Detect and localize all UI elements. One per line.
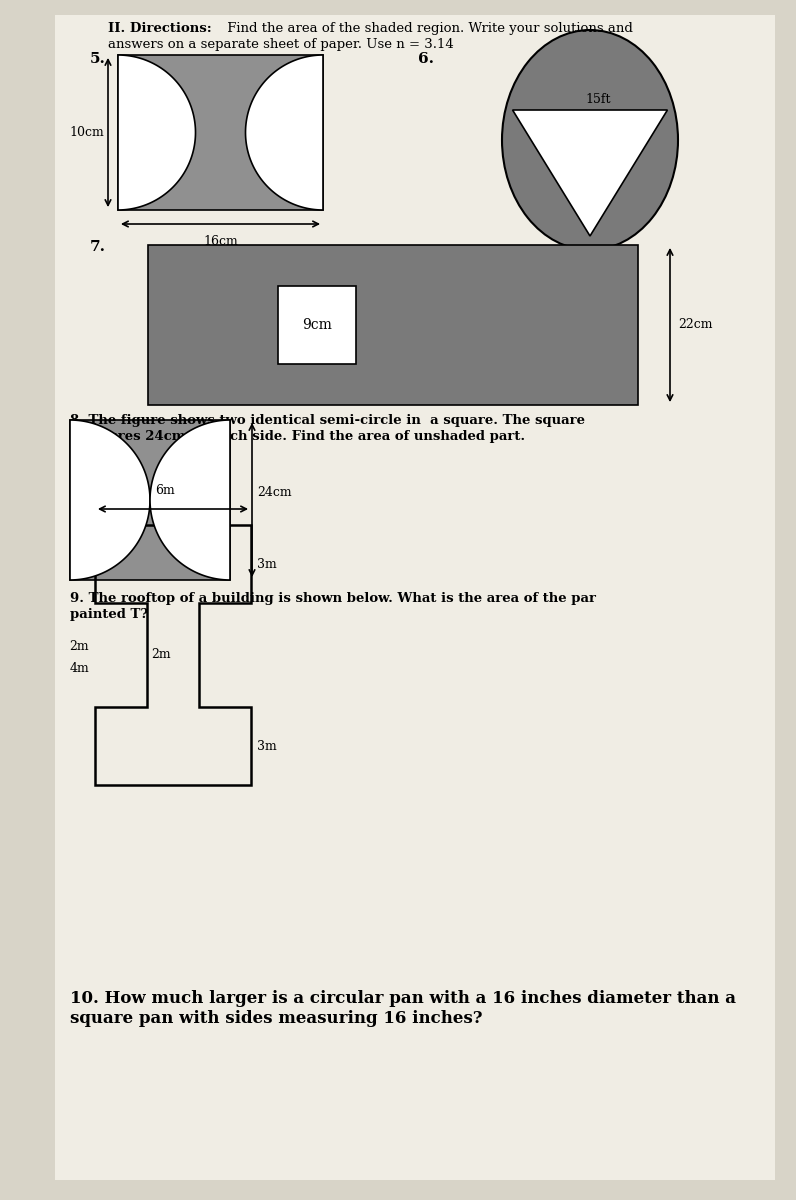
Bar: [278, 286, 356, 364]
Text: 10. How much larger is a circular pan with a 16 inches diameter than a: 10. How much larger is a circular pan wi…: [70, 990, 736, 1007]
Polygon shape: [245, 55, 323, 210]
Text: II. Directions:: II. Directions:: [108, 22, 212, 35]
Text: 2m: 2m: [151, 648, 170, 661]
Text: 3m: 3m: [257, 558, 277, 570]
Polygon shape: [70, 420, 150, 580]
Polygon shape: [513, 110, 667, 236]
Bar: [118, 55, 323, 210]
Bar: [70, 420, 230, 580]
Text: painted T?: painted T?: [70, 608, 148, 622]
Text: 6.: 6.: [418, 52, 434, 66]
Text: 9. The rooftop of a building is shown below. What is the area of the par: 9. The rooftop of a building is shown be…: [70, 592, 596, 605]
Text: measures 24cm on each side. Find the area of unshaded part.: measures 24cm on each side. Find the are…: [70, 430, 525, 443]
Text: Find the area of the shaded region. Write your solutions and: Find the area of the shaded region. Writ…: [223, 22, 633, 35]
Text: 4m: 4m: [69, 662, 89, 676]
Text: answers on a separate sheet of paper. Use n = 3.14: answers on a separate sheet of paper. Us…: [108, 38, 454, 50]
Text: 3m: 3m: [257, 739, 277, 752]
Text: 24cm: 24cm: [257, 486, 291, 498]
Text: square pan with sides measuring 16 inches?: square pan with sides measuring 16 inche…: [70, 1010, 482, 1027]
Text: 9cm: 9cm: [302, 318, 332, 332]
Text: 5.: 5.: [90, 52, 106, 66]
Bar: [148, 245, 638, 404]
Ellipse shape: [502, 30, 678, 250]
Text: 10cm: 10cm: [69, 126, 104, 139]
Polygon shape: [150, 420, 230, 580]
Text: 8. The figure shows two identical semi-circle in  a square. The square: 8. The figure shows two identical semi-c…: [70, 414, 585, 427]
Polygon shape: [118, 55, 196, 210]
Text: 16cm: 16cm: [203, 235, 238, 248]
Text: 22cm: 22cm: [678, 318, 712, 331]
Text: 6m: 6m: [155, 484, 175, 497]
Text: 2m: 2m: [69, 641, 89, 654]
Text: 15ft: 15ft: [585, 92, 611, 106]
Text: 7.: 7.: [90, 240, 106, 254]
